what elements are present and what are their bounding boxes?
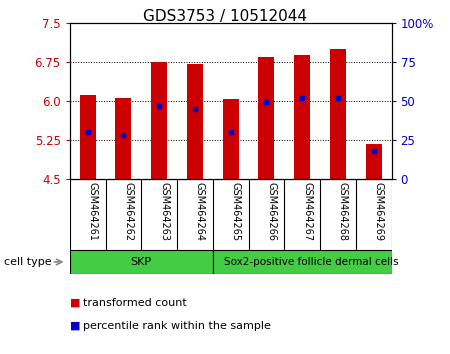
Text: GSM464269: GSM464269	[374, 182, 383, 241]
Text: GSM464263: GSM464263	[159, 182, 169, 241]
Text: GSM464268: GSM464268	[338, 182, 348, 241]
Text: GDS3753 / 10512044: GDS3753 / 10512044	[143, 9, 307, 24]
Bar	[213, 250, 392, 274]
Text: cell type: cell type	[4, 257, 52, 267]
Text: GSM464262: GSM464262	[123, 182, 133, 241]
Bar	[70, 250, 213, 274]
Text: GSM464265: GSM464265	[230, 182, 241, 241]
Text: GSM464261: GSM464261	[88, 182, 98, 241]
Text: SKP: SKP	[130, 257, 152, 267]
Bar	[258, 57, 274, 179]
Text: GSM464266: GSM464266	[266, 182, 276, 241]
Bar	[115, 98, 131, 179]
Bar	[80, 95, 96, 179]
Text: GSM464267: GSM464267	[302, 182, 312, 241]
Bar	[223, 99, 238, 179]
Text: percentile rank within the sample: percentile rank within the sample	[83, 321, 271, 331]
Text: ■: ■	[70, 321, 80, 331]
Text: Sox2-positive follicle dermal cells: Sox2-positive follicle dermal cells	[224, 257, 398, 267]
Text: transformed count: transformed count	[83, 298, 187, 308]
Bar	[294, 55, 310, 179]
Text: ■: ■	[70, 298, 80, 308]
Text: GSM464264: GSM464264	[195, 182, 205, 241]
Bar	[365, 144, 382, 179]
Bar	[187, 63, 203, 179]
Bar	[330, 49, 346, 179]
Bar	[151, 62, 167, 179]
